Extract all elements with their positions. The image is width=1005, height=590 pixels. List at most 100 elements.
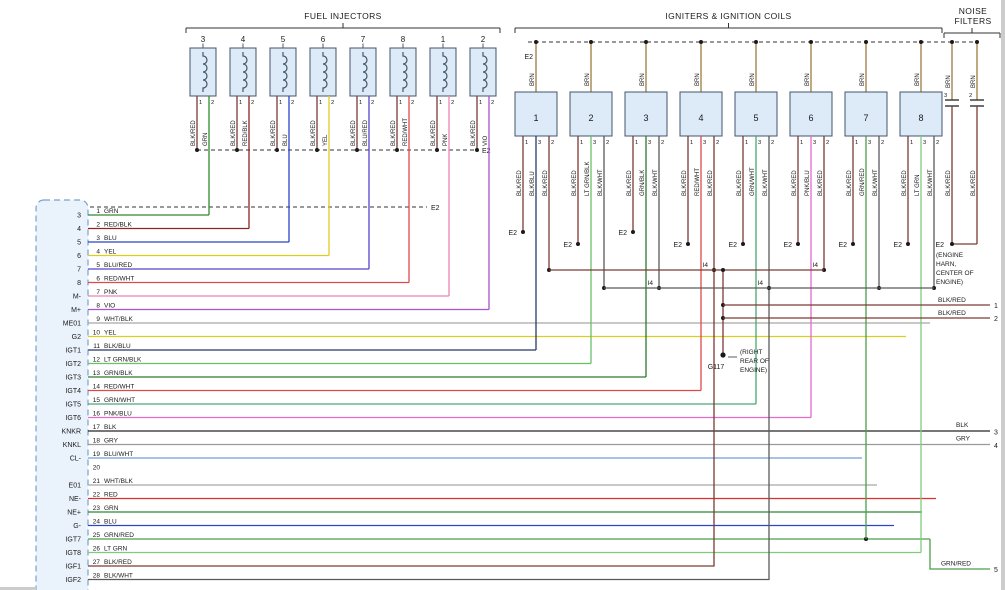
wire-color-label: PNK [443,134,449,146]
location-note: (RIGHT [740,349,762,356]
pin-number: 1 [239,100,242,106]
fuel-injector-number: 1 [441,35,446,44]
pin-number: 2 [411,100,414,106]
injector-coil-icon [362,52,368,92]
e2-label: E2 [893,242,902,249]
ecu-pin-name: IGT1 [65,348,81,355]
wire-color-label: BRN [915,73,921,86]
injector-coil-icon [482,52,488,92]
ecu-pin-name: G- [73,523,81,530]
row-wire-color: GRN [104,208,119,215]
ecu-pin-name: IGF2 [65,577,81,584]
pin-number: 2 [826,140,829,146]
wire-color-label: BLK/RED [517,170,523,196]
row-wire-color: GRN [104,505,119,512]
row-pin-number: 6 [96,276,100,283]
pin-number: 2 [716,140,719,146]
row-wire-color: BLK [104,424,117,431]
ecu-pin-name: 5 [77,240,81,247]
wire-color-label: BLK/WHT [873,169,879,196]
pin-number: 2 [451,100,454,106]
junction-dot [395,148,399,152]
wire-color-label: GRN [203,133,209,146]
igniter-number: 2 [588,113,593,123]
igniter-number: 1 [533,113,538,123]
junction-dot [686,242,690,246]
pin-number: 2 [936,140,939,146]
junction-dot [475,148,479,152]
location-note: HARN, [936,261,956,268]
wire-color-label: BRN [530,73,536,86]
e2-label: E2 [838,242,847,249]
ecu-pin-name: IGT7 [65,537,81,544]
row-wire-color: YEL [104,330,117,337]
junction-dot [275,148,279,152]
pin-number: 3 [593,140,596,146]
row-wire-color: BLU [104,235,117,242]
wire-color-label: BLK/RED [792,170,798,196]
junction-dot [435,148,439,152]
edge-wire-color: BLK [956,422,969,429]
pin-number: 2 [606,140,609,146]
pin-number: 3 [703,140,706,146]
pin-number: 2 [881,140,884,146]
ecu-pin-name: IGT6 [65,415,81,422]
wire-color-label: LT GRN [915,175,921,196]
junction-dot [699,40,703,44]
e2-label: E2 [618,230,627,237]
wire-color-label: LT GRN/BLK [585,162,591,196]
wire-color-label: BLK/RED [231,120,237,146]
pin-number: 1 [319,100,322,106]
wire-color-label: BLK/RED [971,170,977,196]
noise-filters-title-line1: NOISE [958,6,988,16]
wire-color-label: BLK/RED [708,170,714,196]
edge-pin-number: 1 [994,303,998,310]
pin-number: 2 [661,140,664,146]
wire-color-label: BRN [695,73,701,86]
igniter-number: 3 [643,113,648,123]
row-pin-number: 18 [93,438,101,445]
igniter-number: 5 [753,113,758,123]
fuel-injector-number: 8 [401,35,406,44]
igniter-box [569,91,613,137]
wire-color-label: BLK/RED [682,170,688,196]
row-wire-color: BLK/RED [104,559,132,566]
row-wire-color: LT GRN/BLK [104,357,142,364]
junction-dot [741,242,745,246]
wire-color-label: VIO [483,135,489,146]
wire-color-label: BLK/RED [471,120,477,146]
pin-number: 1 [399,100,402,106]
wire-color-label: BLK/RED [737,170,743,196]
wire-color-label: BLK/RED [818,170,824,196]
ecu-pin-name: IGT2 [65,361,81,368]
ecu-pin-name: 4 [77,226,81,233]
wire-color-label: BRN [971,75,977,88]
igniter-box [844,91,888,137]
edge-wire-color: GRN/RED [941,561,971,568]
wire-color-label: BLK/RED [627,170,633,196]
wire-color-label: BLK/RED [191,120,197,146]
junction-dot [950,242,954,246]
location-note: ENGINE) [936,279,963,286]
fuel-injector-number: 5 [281,35,286,44]
wire-color-label: BRN [750,73,756,86]
row-pin-number: 25 [93,532,101,539]
igniter-box [514,91,558,137]
pin-number: 2 [331,100,334,106]
pin-number: 2 [491,100,494,106]
wire-color-label: YEL [323,134,329,146]
ecu-pin-name: 6 [77,253,81,260]
wire [88,288,770,581]
location-note: REAR OF [740,358,769,365]
row-wire-color: RED [104,492,118,499]
ecu-pin-name: NE- [69,496,82,503]
pin-number: 3 [538,140,541,146]
wire-color-label: BLK/WHT [598,169,604,196]
row-wire-color: PNK [104,289,118,296]
junction-dot [975,40,979,44]
injector-coil-icon [282,52,288,92]
row-pin-number: 27 [93,559,101,566]
injector-coil-icon [242,52,248,92]
